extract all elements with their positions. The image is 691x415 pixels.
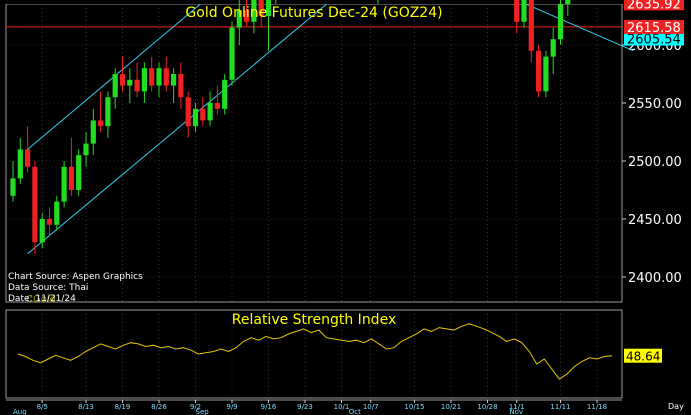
candle-body bbox=[10, 178, 16, 196]
x-tick-label: 10/1 bbox=[334, 403, 350, 411]
candle-body bbox=[236, 10, 242, 28]
candle-body bbox=[521, 0, 527, 22]
candle-body bbox=[90, 120, 96, 144]
x-month-label: Sep bbox=[196, 408, 210, 415]
candle-body bbox=[141, 68, 147, 92]
candle-body bbox=[514, 0, 520, 22]
x-tick-label: 8/13 bbox=[78, 403, 94, 411]
candle-body bbox=[536, 50, 542, 92]
price-tick-label: 2550.00 bbox=[628, 97, 682, 112]
x-tick-label: 10/15 bbox=[404, 403, 424, 411]
candle-body bbox=[61, 166, 67, 202]
x-tick-label: 10/28 bbox=[477, 403, 497, 411]
candle-body bbox=[32, 166, 38, 243]
candle-body bbox=[17, 149, 23, 179]
x-tick-label: 9/16 bbox=[261, 403, 277, 411]
price-tick-label: 2400.00 bbox=[628, 271, 682, 286]
trend-value-label: 2605.54 bbox=[627, 33, 681, 48]
price-tick-label: 2450.00 bbox=[628, 213, 682, 228]
watermark: CGold bbox=[26, 294, 56, 305]
rsi-line bbox=[17, 323, 613, 380]
candle-body bbox=[127, 79, 133, 86]
x-tick-label: 8/5 bbox=[37, 403, 48, 411]
rsi-value-label: 48.64 bbox=[626, 350, 660, 364]
candle-body bbox=[244, 10, 250, 22]
candle-body bbox=[207, 103, 213, 121]
x-tick-label: 11/18 bbox=[587, 403, 607, 411]
trend-value-label-bg bbox=[624, 31, 684, 46]
candle-body bbox=[543, 56, 549, 92]
price-panel bbox=[5, 3, 623, 303]
candle-body bbox=[83, 143, 89, 156]
candle-body bbox=[550, 39, 556, 57]
x-tick-label: 11/1 bbox=[509, 403, 525, 411]
chart-source-text: Chart Source: Aspen Graphics bbox=[8, 272, 143, 282]
candle-body bbox=[76, 155, 82, 190]
x-tick-label: 8/26 bbox=[151, 403, 167, 411]
top-mask bbox=[0, 0, 691, 4]
x-tick-label: 9/23 bbox=[297, 403, 313, 411]
candle-body bbox=[185, 97, 191, 127]
candle-body bbox=[163, 68, 169, 86]
candle-body bbox=[258, 0, 264, 17]
level-value-label: 2635.92 bbox=[627, 0, 681, 12]
rsi-title: Relative Strength Index bbox=[232, 312, 396, 328]
level-value-label-bg bbox=[624, 19, 684, 34]
data-source-text: Data Source: Thai bbox=[8, 283, 89, 293]
level-value-label: 2615.58 bbox=[627, 21, 681, 36]
candle-body bbox=[178, 74, 184, 98]
x-tick-label: 10/21 bbox=[441, 403, 461, 411]
x-month-label: Oct bbox=[349, 408, 361, 415]
candle-body bbox=[119, 74, 126, 86]
candle-body bbox=[222, 79, 228, 109]
x-tick-label: 8/19 bbox=[115, 403, 131, 411]
candle-body bbox=[156, 68, 162, 86]
trendline bbox=[515, 0, 634, 52]
x-tick-label: 9/9 bbox=[226, 403, 237, 411]
candle-body bbox=[54, 201, 60, 225]
x-month-label: Aug bbox=[13, 408, 27, 415]
x-tick-label: 10/7 bbox=[363, 403, 379, 411]
candle-body bbox=[200, 108, 206, 121]
candle-body bbox=[528, 0, 534, 51]
candle-body bbox=[265, 0, 272, 16]
candle-body bbox=[229, 27, 235, 80]
candle-body bbox=[68, 166, 74, 190]
x-tick-label: 9/2 bbox=[190, 403, 201, 411]
candle-body bbox=[214, 103, 220, 109]
x-month-label: Nov bbox=[509, 408, 523, 415]
candle-body bbox=[149, 68, 155, 86]
candle-body bbox=[565, 0, 571, 5]
candle-body bbox=[557, 4, 564, 40]
candle-body bbox=[39, 219, 45, 243]
x-axis-unit-label: Day bbox=[668, 402, 684, 411]
candle-body bbox=[25, 149, 31, 167]
rsi-panel bbox=[5, 309, 623, 399]
candle-body bbox=[105, 97, 111, 127]
chart-title: Gold Online Futures Dec-24 (GOZ24) bbox=[185, 5, 442, 21]
candle-body bbox=[98, 120, 104, 127]
trendline bbox=[27, 0, 333, 255]
candle-body bbox=[46, 219, 53, 225]
x-tick-label: 11/11 bbox=[550, 403, 570, 411]
trendline bbox=[27, 0, 206, 150]
price-tick-label: 2500.00 bbox=[628, 155, 682, 170]
candle-body bbox=[134, 79, 140, 92]
level-value-label-bg bbox=[624, 0, 684, 11]
candle-body bbox=[112, 74, 118, 98]
date-text: Date: 11/21/24 bbox=[8, 294, 76, 304]
candle-body bbox=[171, 74, 177, 86]
candle-body bbox=[192, 108, 199, 127]
rsi-value-label-bg bbox=[624, 348, 662, 363]
candle-body bbox=[251, 0, 257, 22]
